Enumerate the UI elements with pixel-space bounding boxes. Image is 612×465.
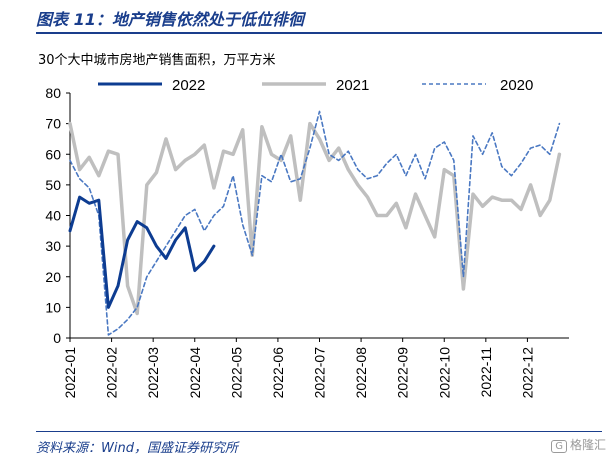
x-tick-label: 2022-03 xyxy=(145,347,161,399)
x-tick-label: 2022-08 xyxy=(353,347,369,399)
y-tick-label: 80 xyxy=(45,85,61,101)
watermark-logo-icon: G xyxy=(551,440,567,453)
x-tick-label: 2022-06 xyxy=(270,347,286,399)
figure-title: 图表 11：地产销售依然处于低位徘徊 xyxy=(36,10,304,29)
y-tick-label: 0 xyxy=(53,330,61,346)
watermark-text: 格隆汇 xyxy=(569,438,606,452)
x-tick-label: 2022-11 xyxy=(478,347,494,398)
series-line-2020 xyxy=(69,110,561,336)
x-tick-label: 2022-04 xyxy=(187,347,203,399)
source-divider xyxy=(36,431,602,432)
x-tick-label: 2022-01 xyxy=(62,347,78,399)
legend-label-2022: 2022 xyxy=(172,77,205,94)
y-tick-label: 60 xyxy=(45,146,61,162)
y-tick-label: 10 xyxy=(45,299,61,315)
watermark: G 格隆汇 xyxy=(551,436,606,453)
x-tick-label: 2022-10 xyxy=(436,347,452,399)
x-tick-label: 2022-07 xyxy=(312,347,328,399)
y-tick-label: 40 xyxy=(45,208,61,224)
y-tick-label: 70 xyxy=(45,116,61,132)
y-tick-label: 50 xyxy=(45,177,61,193)
figure-header: 图表 11：地产销售依然处于低位徘徊 xyxy=(0,0,612,38)
legend-label-2021: 2021 xyxy=(336,77,369,94)
line-chart: 30个大中城市房地产销售面积，万平方米 0 10 20 30 40 50 60 70 80 2022… xyxy=(38,52,569,399)
x-tick-label: 2022-12 xyxy=(519,347,535,399)
chart-subtitle: 30个大中城市房地产销售面积，万平方米 xyxy=(38,52,276,68)
y-tick-label: 20 xyxy=(45,269,61,285)
source-note: 资料来源：Wind，国盛证券研究所 xyxy=(36,441,238,456)
legend-label-2020: 2020 xyxy=(500,77,533,94)
title-divider xyxy=(36,32,602,34)
x-tick-label: 2022-02 xyxy=(104,347,120,399)
series-line-2022 xyxy=(68,195,216,309)
x-tick-label: 2022-09 xyxy=(395,347,411,399)
x-tick-label: 2022-05 xyxy=(228,347,244,399)
y-tick-label: 30 xyxy=(45,238,61,254)
